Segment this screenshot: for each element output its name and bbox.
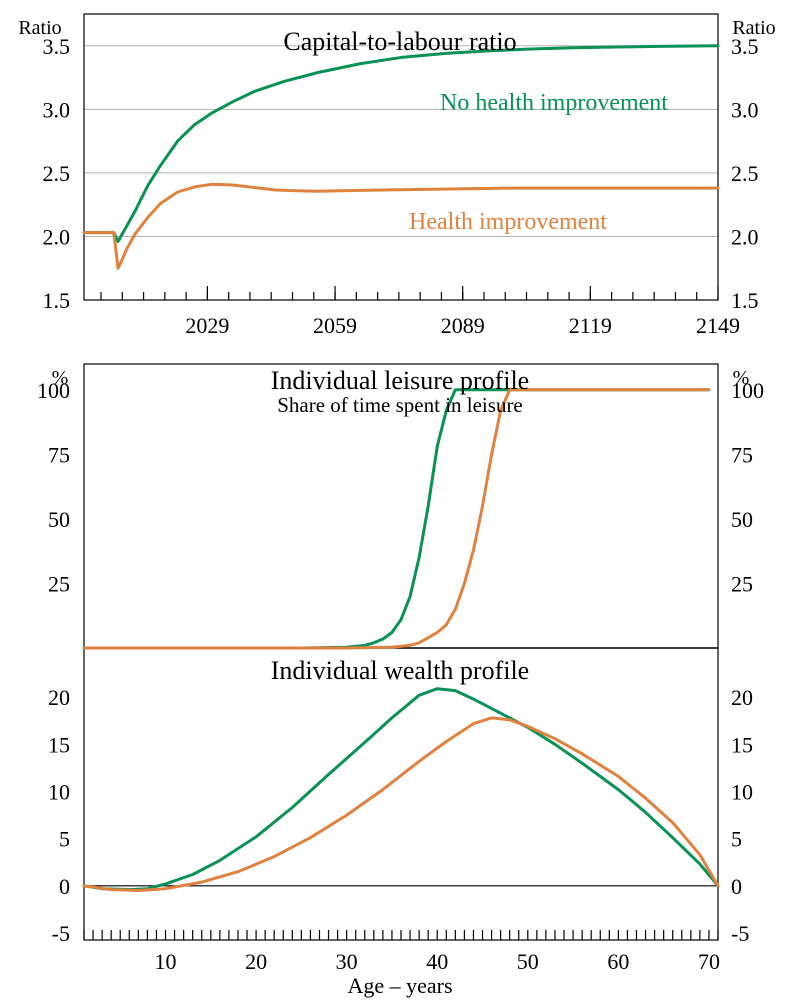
leisure-title: Individual leisure profile bbox=[271, 366, 529, 395]
age-tick-label: 60 bbox=[607, 949, 629, 974]
year-tick-label: 2059 bbox=[313, 313, 357, 338]
capital-labour-panel: 1.5 1.5 2.0 2.0 2.5 2.5 3.0 3.0 3.5 3.5 2029 2059 2… bbox=[18, 13, 776, 338]
wealth-tick-left: 5 bbox=[59, 827, 70, 852]
age-tick-label: 30 bbox=[336, 949, 358, 974]
ratio-tick-left: 2.5 bbox=[43, 161, 71, 186]
age-tick-label: 50 bbox=[517, 949, 539, 974]
year-tick-label: 2029 bbox=[185, 313, 229, 338]
wealth-tick-right: 20 bbox=[731, 685, 753, 710]
wealth-tick-right: -5 bbox=[731, 921, 749, 946]
ratio-tick-left: 2.0 bbox=[43, 224, 71, 249]
wealth-tick-left: 20 bbox=[48, 685, 70, 710]
wealth-title: Individual wealth profile bbox=[271, 656, 529, 685]
leisure-health-improvement-line bbox=[82, 388, 711, 650]
leisure-tick-right: 100 bbox=[731, 378, 764, 403]
wealth-tick-left: 0 bbox=[59, 874, 70, 899]
leisure-tick-right: 25 bbox=[731, 571, 753, 596]
wealth-xlabel: Age – years bbox=[347, 973, 452, 998]
wealth-tick-right: 15 bbox=[731, 732, 753, 757]
ratio-tick-left: 3.0 bbox=[43, 97, 71, 122]
leisure-tick-left: 50 bbox=[48, 507, 70, 532]
wealth-tick-left: -5 bbox=[52, 921, 70, 946]
leisure-no-health-improvement-line bbox=[82, 388, 711, 650]
leisure-subtitle: Share of time spent in leisure bbox=[277, 393, 523, 417]
label-health-improvement: Health improvement bbox=[409, 209, 607, 235]
ratio-no-health-improvement-line bbox=[82, 44, 720, 243]
ratio-tick-right: 1.5 bbox=[731, 288, 759, 313]
wealth-tick-right: 5 bbox=[731, 827, 742, 852]
leisure-tick-right: 50 bbox=[731, 507, 753, 532]
leisure-panel: 25 25 50 50 75 75 100 100 Individual leisure pr… bbox=[37, 366, 764, 650]
leisure-tick-right: 75 bbox=[731, 442, 753, 467]
capital-labour-title: Capital-to-labour ratio bbox=[283, 27, 516, 56]
ratio-health-improvement-line bbox=[82, 182, 720, 270]
year-tick-label: 2119 bbox=[569, 313, 612, 338]
ratio-tick-left: 3.5 bbox=[43, 34, 71, 59]
wealth-tick-right: 0 bbox=[731, 874, 742, 899]
age-tick-label: 20 bbox=[245, 949, 267, 974]
ratio-tick-right: 3.5 bbox=[731, 34, 759, 59]
wealth-tick-left: 10 bbox=[48, 780, 70, 805]
ratio-tick-left: 1.5 bbox=[43, 288, 71, 313]
age-tick-label: 40 bbox=[426, 949, 448, 974]
leisure-tick-left: 25 bbox=[48, 571, 70, 596]
label-no-health-improvement: No health improvement bbox=[440, 90, 668, 116]
wealth-tick-left: 15 bbox=[48, 732, 70, 757]
leisure-left-unit: % bbox=[52, 367, 69, 389]
wealth-tick-right: 10 bbox=[731, 780, 753, 805]
leisure-tick-left: 100 bbox=[37, 378, 70, 403]
ratio-tick-right: 2.0 bbox=[731, 224, 759, 249]
leisure-right-unit: % bbox=[733, 367, 750, 389]
year-tick-label: 2149 bbox=[696, 313, 740, 338]
year-tick-label: 2089 bbox=[441, 313, 485, 338]
capital-labour-right-unit: Ratio bbox=[732, 17, 775, 39]
ratio-tick-right: 3.0 bbox=[731, 97, 759, 122]
wealth-health-improvement-line bbox=[82, 716, 720, 892]
age-tick-label: 10 bbox=[155, 949, 177, 974]
wealth-panel: -5 -5 0 0 5 5 10 10 15 15 20 20 10 20 30 40 50 60 70 Indi… bbox=[48, 656, 753, 998]
capital-labour-frame bbox=[83, 13, 719, 301]
profiles-frame bbox=[83, 363, 719, 941]
age-tick-label: 70 bbox=[698, 949, 720, 974]
ratio-tick-right: 2.5 bbox=[731, 161, 759, 186]
wealth-no-health-improvement-line bbox=[82, 687, 720, 892]
capital-labour-left-unit: Ratio bbox=[18, 17, 61, 39]
leisure-tick-left: 75 bbox=[48, 442, 70, 467]
